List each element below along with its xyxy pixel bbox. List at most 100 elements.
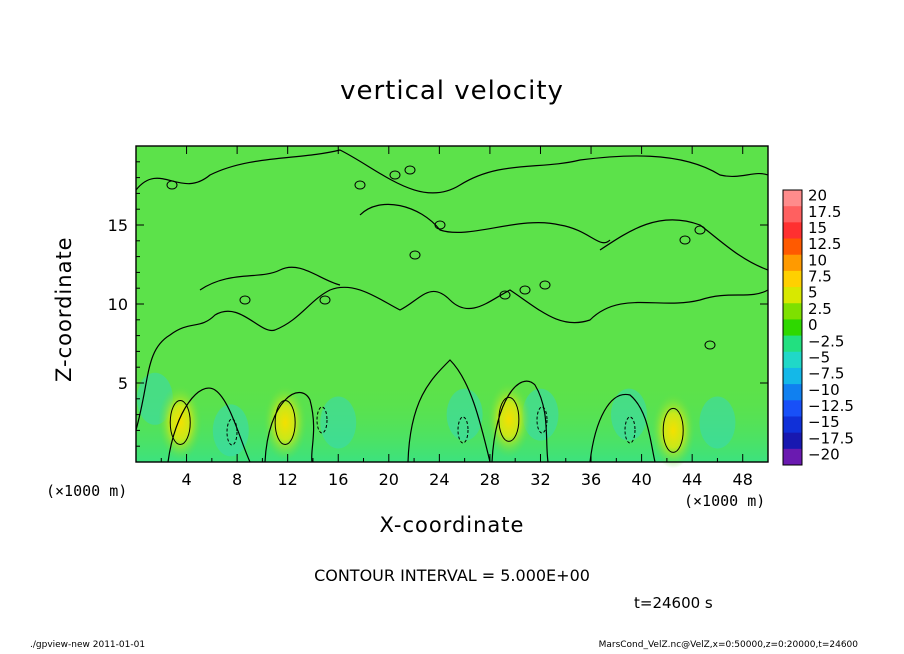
small-contour-3 xyxy=(499,290,511,300)
small-contour-1 xyxy=(434,220,446,230)
colorbar-swatch-15 xyxy=(783,432,802,450)
colorbar-swatch-12 xyxy=(783,384,802,401)
colorbar-swatch-14 xyxy=(783,416,802,434)
zero-contour-7 xyxy=(359,203,611,244)
negative-contour-2 xyxy=(536,406,548,434)
colorbar-label-13: −12.5 xyxy=(808,397,854,415)
negative-contour-4 xyxy=(226,418,238,446)
x-axis-label-text: X-coordinate xyxy=(379,513,525,537)
y-tick-label-0: 5 xyxy=(118,374,128,393)
small-contour-0 xyxy=(166,180,178,190)
small-contour-8 xyxy=(679,235,691,245)
zero-contour-9 xyxy=(599,219,769,271)
colorbar-label-2: 15 xyxy=(808,219,827,237)
colorbar-swatch-2 xyxy=(783,222,802,240)
small-contour-12 xyxy=(389,170,401,180)
negative-contour-3 xyxy=(624,416,636,444)
zero-contour-8 xyxy=(199,266,341,291)
downdraft-patch-4 xyxy=(522,388,559,441)
updraft-core-3 xyxy=(651,392,696,469)
colorbar-swatch-0 xyxy=(783,190,802,207)
updraft-contour-0 xyxy=(169,400,191,445)
footer-right: MarsCond_VelZ.nc@VelZ,x=0:50000,z=0:2000… xyxy=(598,640,858,650)
contour-interval: CONTOUR INTERVAL = 5.000E+00 xyxy=(314,566,590,585)
small-contour-13 xyxy=(404,165,416,175)
zero-contour-0 xyxy=(135,286,769,431)
colorbar-swatch-3 xyxy=(783,238,802,256)
colorbar-swatch-4 xyxy=(783,254,802,272)
colorbar-label-4: 10 xyxy=(808,251,827,269)
colorbar-label-14: −15 xyxy=(808,413,840,431)
small-contour-6 xyxy=(239,295,251,305)
colorbar-label-16: −20 xyxy=(808,445,840,463)
colorbar-label-7: 2.5 xyxy=(808,300,832,318)
negative-contour-1 xyxy=(457,416,469,444)
small-contour-10 xyxy=(704,340,716,350)
colorbar-swatch-1 xyxy=(783,206,802,223)
zero-contour-1 xyxy=(167,387,251,463)
x-unit-right: (×1000 m) xyxy=(684,492,766,510)
small-contour-4 xyxy=(519,285,531,295)
y-tick-label-2: 15 xyxy=(108,216,128,235)
small-contour-11 xyxy=(354,180,366,190)
colorbar-swatch-11 xyxy=(783,367,802,385)
small-contour-5 xyxy=(539,280,551,290)
x-tick-label-6: 28 xyxy=(480,470,500,489)
colorbar-swatch-16 xyxy=(783,448,802,466)
y-axis-label: Z-coordinate xyxy=(52,236,76,382)
colorbar-label-6: 5 xyxy=(808,284,818,302)
colorbar-label-1: 17.5 xyxy=(808,203,841,221)
x-tick-label-10: 44 xyxy=(682,470,702,489)
x-unit-left: (×1000 m) xyxy=(46,482,128,500)
colorbar-label-9: −2.5 xyxy=(808,332,844,350)
updraft-core-1 xyxy=(263,384,308,461)
x-tick-label-4: 20 xyxy=(379,470,399,489)
negative-contour-0 xyxy=(316,406,328,434)
x-tick-label-0: 4 xyxy=(181,470,191,489)
footer-left: ./gpview-new 2011-01-01 xyxy=(30,640,146,650)
zero-contour-5 xyxy=(589,393,656,463)
x-tick-label-2: 12 xyxy=(278,470,298,489)
zero-contour-4 xyxy=(491,380,549,463)
zero-contour-6 xyxy=(135,149,769,194)
colorbar-label-12: −10 xyxy=(808,381,840,399)
x-tick-label-1: 8 xyxy=(232,470,242,489)
colorbar-label-0: 20 xyxy=(808,187,827,205)
x-tick-label-11: 48 xyxy=(733,470,753,489)
updraft-core-2 xyxy=(486,381,531,458)
colorbar-label-10: −5 xyxy=(808,348,830,366)
small-contour-2 xyxy=(409,250,421,260)
chart-title: vertical velocity xyxy=(340,76,564,106)
downdraft-patch-5 xyxy=(610,388,647,441)
x-tick-label-8: 36 xyxy=(581,470,601,489)
colorbar-swatch-6 xyxy=(783,287,802,304)
colorbar-swatch-8 xyxy=(783,319,802,337)
colorbar-label-15: −17.5 xyxy=(808,429,854,447)
downdraft-patch-2 xyxy=(320,396,357,449)
small-contour-9 xyxy=(694,225,706,235)
colorbar-label-5: 7.5 xyxy=(808,268,832,286)
time-stamp: t=24600 s xyxy=(634,594,713,612)
colorbar-swatch-7 xyxy=(783,303,802,320)
colorbar-label-8: 0 xyxy=(808,316,818,334)
zero-contour-3 xyxy=(407,359,491,463)
colorbar-swatch-13 xyxy=(783,400,802,417)
zero-contour-2 xyxy=(264,391,315,463)
colorbar-swatch-5 xyxy=(783,270,802,288)
colorbar-swatch-9 xyxy=(783,335,802,353)
x-axis-label: X-coordinate xyxy=(0,513,904,537)
x-tick-label-7: 32 xyxy=(530,470,550,489)
colorbar-frame xyxy=(782,189,803,466)
colorbar-swatch-10 xyxy=(783,351,802,369)
x-tick-label-3: 16 xyxy=(328,470,348,489)
colorbar-label-3: 12.5 xyxy=(808,235,841,253)
x-tick-label-5: 24 xyxy=(429,470,449,489)
small-contour-7 xyxy=(319,295,331,305)
updraft-contour-3 xyxy=(662,407,684,453)
updraft-core-0 xyxy=(158,384,203,461)
colorbar-label-11: −7.5 xyxy=(808,365,844,383)
downdraft-patch-6 xyxy=(699,396,736,449)
downdraft-patch-1 xyxy=(212,404,249,457)
x-tick-label-9: 40 xyxy=(631,470,651,489)
